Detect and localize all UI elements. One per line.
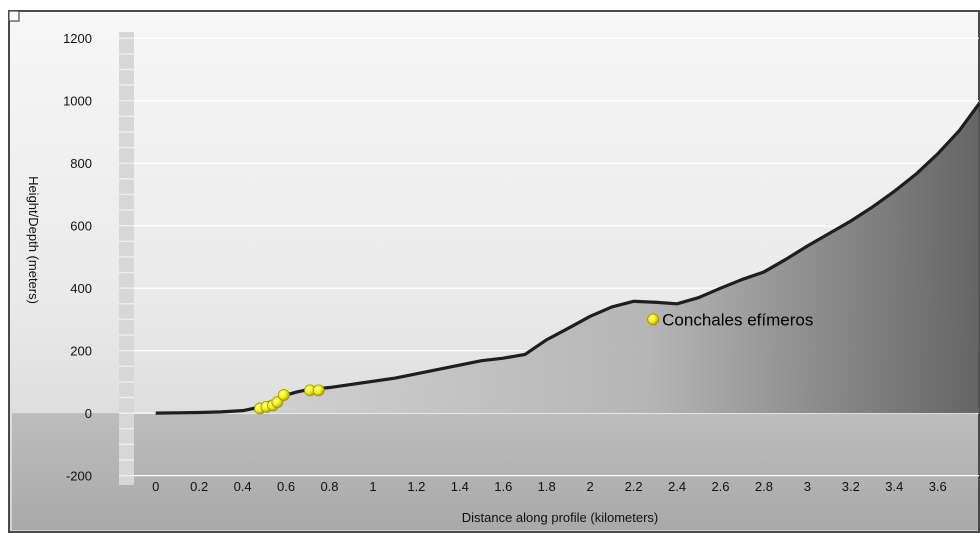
y-axis-title: Height/Depth (meters) (26, 176, 41, 304)
x-tick-label: 2 (587, 479, 594, 494)
x-tick-label: 0 (152, 479, 159, 494)
axis-ruler (119, 32, 134, 485)
x-tick-label: 0.4 (234, 479, 252, 494)
sample-point (647, 313, 660, 326)
x-tick-label: 1 (369, 479, 376, 494)
x-tick-label: 2.8 (755, 479, 773, 494)
corner-icon (8, 10, 20, 22)
y-tick-label: 1200 (63, 31, 92, 46)
x-tick-label: 1.6 (494, 479, 512, 494)
x-tick-label: 2.6 (711, 479, 729, 494)
y-tick-label: 400 (70, 281, 92, 296)
x-tick-label: 0.6 (277, 479, 295, 494)
x-tick-label: 2.4 (668, 479, 686, 494)
annotation-label: Conchales efímeros (662, 310, 813, 329)
x-tick-label: 3.4 (885, 479, 903, 494)
x-tick-label: 1.4 (451, 479, 469, 494)
y-tick-label: 800 (70, 156, 92, 171)
x-tick-label: 0.8 (320, 479, 338, 494)
terrain-area (155, 103, 980, 414)
sample-point (312, 384, 325, 397)
x-tick-label: 1.8 (538, 479, 556, 494)
x-tick-label: 0.2 (190, 479, 208, 494)
x-tick-label: 3.2 (842, 479, 860, 494)
y-tick-label: 200 (70, 344, 92, 359)
y-tick-label: 0 (85, 406, 92, 421)
y-tick-label: 600 (70, 219, 92, 234)
x-axis-title: Distance along profile (kilometers) (462, 510, 659, 525)
x-tick-label: 2.2 (625, 479, 643, 494)
sample-point (277, 389, 290, 401)
below-sea-level-zone (12, 413, 978, 530)
x-tick-label: 3 (804, 479, 811, 494)
y-tick-label: 1000 (63, 94, 92, 109)
y-tick-label: -200 (66, 469, 92, 484)
x-tick-label: 1.2 (407, 479, 425, 494)
x-tick-label: 3.6 (929, 479, 947, 494)
